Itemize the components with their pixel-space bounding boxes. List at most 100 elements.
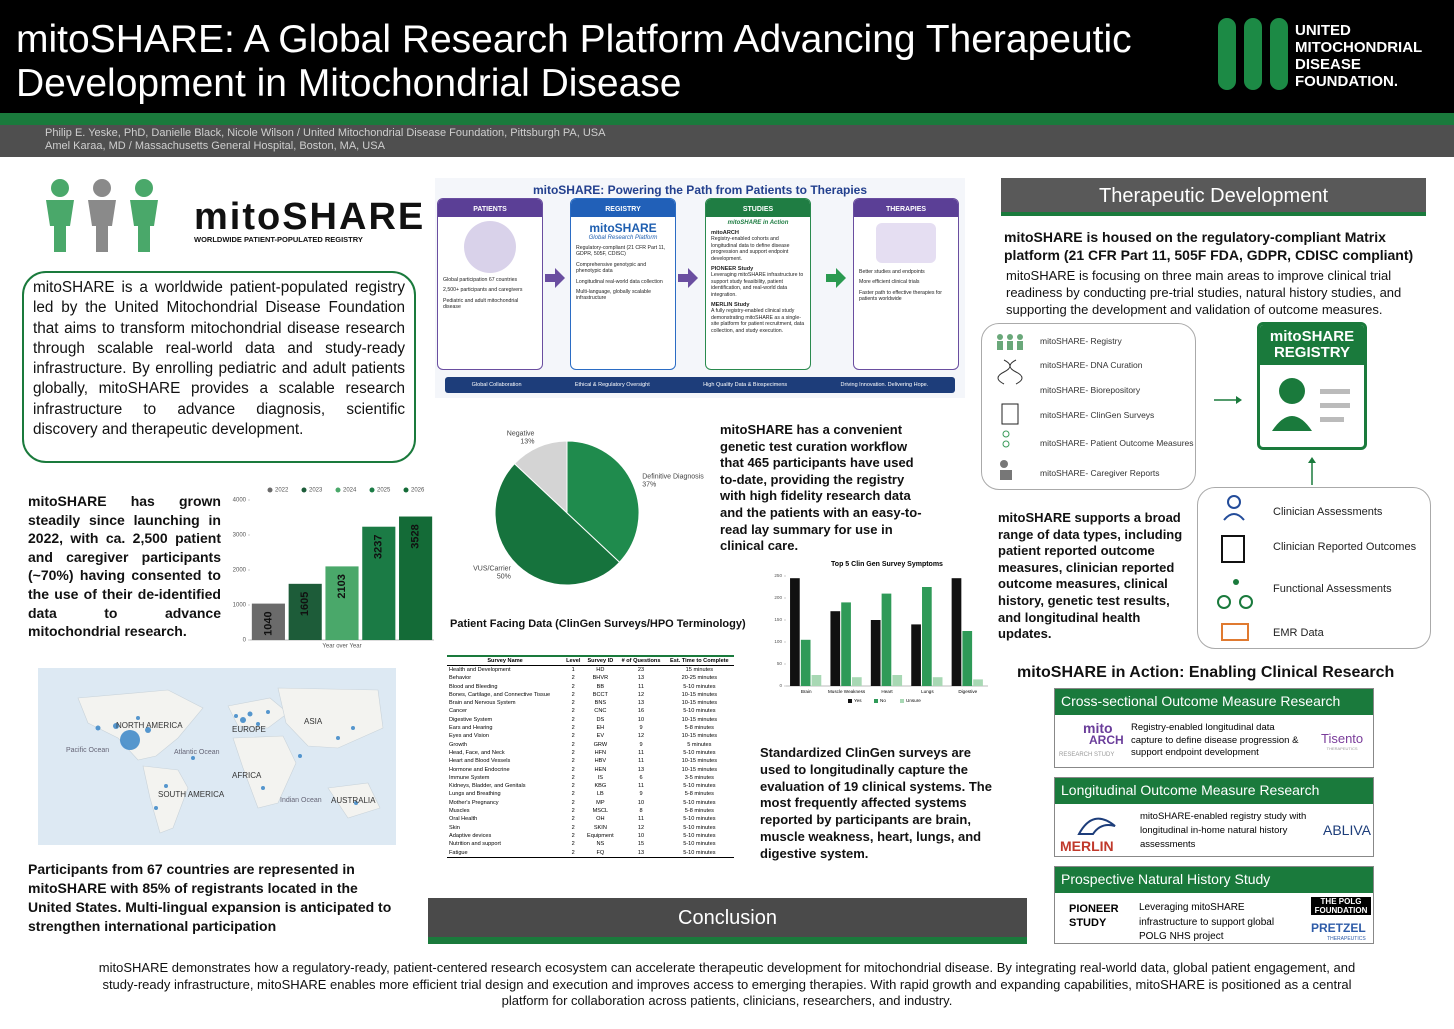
table-cell: 10-15 minutes	[681, 733, 718, 740]
column-item: 2,500+ participants and caregivers	[443, 287, 523, 294]
registry-brand: mitoSHARE	[589, 221, 657, 235]
infographic-title: mitoSHARE: Powering the Path from Patien…	[532, 183, 868, 197]
bar	[932, 677, 943, 686]
table-cell: 8	[639, 808, 643, 815]
bar	[362, 526, 396, 640]
header-band	[0, 0, 1454, 113]
table-row: Blood and Bleeding 2 BB 11 5-10 minutes	[447, 683, 734, 691]
table-row: Nutrition and support 2 NS 15 5-10 minutes	[447, 840, 734, 848]
card-text: mitoSHARE-enabled registry study with lo…	[1140, 811, 1307, 850]
table-cell: BCCT	[592, 691, 608, 698]
infographic-footer: Global Collaboration Ethical & Regulator…	[445, 377, 955, 393]
data-types-box: Clinician Assessments Clinician Reported…	[1197, 487, 1431, 649]
study-text: Leveraging mitoSHARE infrastructure to s…	[711, 272, 804, 298]
conclusion-heading: Conclusion	[428, 898, 1027, 944]
card-heading: Prospective Natural History Study	[1055, 867, 1373, 893]
legend-label: 2023	[309, 488, 323, 494]
survey-table: Survey Name Level Survey ID # of Questions E…	[447, 655, 734, 858]
table-cell: 10-15 minutes	[681, 700, 718, 707]
map-label: Atlantic Ocean	[174, 749, 220, 756]
x-tick-label: Muscle Weakness	[828, 689, 866, 694]
module-item: mitoSHARE- Biorepository	[1040, 385, 1141, 395]
map-label: SOUTH AMERICA	[158, 790, 225, 799]
logo-text: UNITED MITOCHONDRIAL DISEASE FOUNDATION.	[1295, 22, 1422, 90]
table-cell: 2	[571, 733, 575, 740]
legend-swatch	[848, 699, 852, 703]
table-cell: 2	[571, 832, 575, 839]
table-cell: 11	[638, 683, 644, 690]
author-band	[0, 125, 1454, 157]
infographic-column: REGISTRY mitoSHARE Global Research Platf…	[570, 198, 676, 370]
table-row: Heart and Blood Vessels 2 HBV 11 10-15 minut…	[447, 757, 734, 765]
footer-item: Driving Innovation. Delivering Hope.	[840, 382, 929, 388]
therapeutic-lead: mitoSHARE is housed on the regulatory-co…	[1004, 229, 1414, 263]
table-cell: Immune System	[449, 774, 490, 781]
authors: Philip E. Yeske, PhD, Danielle Black, Ni…	[45, 127, 605, 153]
card-logo: PIONEER STUDY	[1069, 902, 1119, 930]
table-cell: 2	[571, 808, 575, 815]
table-cell: 16	[637, 708, 645, 715]
study-name: mitoARCH	[711, 230, 739, 236]
module-item: mitoSHARE- Patient Outcome Measures	[1040, 438, 1194, 448]
pie-slice	[513, 440, 568, 515]
table-cell: 12	[637, 691, 645, 698]
column-item: Global participation 67 countries	[443, 277, 518, 283]
table-cell: 2	[571, 741, 575, 748]
map-label: EUROPE	[232, 725, 266, 734]
table-cell: 2	[571, 758, 575, 765]
table-cell: 2	[571, 849, 575, 856]
footer-item: Global Collaboration	[471, 382, 522, 388]
table-cell: Heart and Blood Vessels	[449, 758, 511, 765]
y-tick-label: 2000	[233, 568, 247, 574]
green-band	[0, 113, 1454, 125]
table-cell: 10-15 minutes	[681, 716, 718, 723]
data-type-icons	[1217, 495, 1253, 641]
bar	[830, 611, 841, 686]
legend-swatch	[900, 699, 904, 703]
bar	[962, 631, 973, 686]
modules-box: mitoSHARE- Registry mitoSHARE- DNA Curat…	[981, 323, 1196, 490]
table-cell: Adaptive devices	[449, 832, 492, 839]
registry-card-line: mitoSHARE	[1269, 328, 1355, 345]
legend-swatch	[301, 487, 307, 493]
table-row: Brain and Nervous System 2 BNS 13 10-15 minu…	[447, 699, 734, 707]
table-cell: 10	[637, 799, 645, 806]
table-cell: 15 minutes	[685, 667, 714, 673]
y-tick-label: 1000	[233, 603, 247, 609]
table-cell: 5-10 minutes	[683, 849, 716, 856]
world-map: NORTH AMERICA EUROPE ASIA AFRICA SOUTH A…	[38, 668, 396, 845]
table-cell: 11	[638, 816, 644, 823]
partner-part: Tisento	[1321, 731, 1364, 746]
table-cell: 10	[637, 832, 645, 839]
logo-line: UNITED	[1295, 22, 1351, 39]
section-heading: Therapeutic Development	[1001, 178, 1426, 216]
action-title: mitoSHARE in Action: Enabling Clinical R…	[1017, 664, 1395, 681]
table-cell: 2	[571, 683, 575, 690]
table-cell: 2	[571, 766, 575, 773]
logo-line: FOUNDATION.	[1295, 73, 1399, 90]
table-cell: 5 minutes	[687, 741, 712, 748]
column-heading: REGISTRY	[571, 199, 675, 217]
table-cell: SKIN	[593, 824, 607, 831]
table-cell: 2	[571, 799, 575, 806]
study: MERLIN Study A fully registry-enabled cli…	[711, 302, 805, 334]
table-cell: 11	[638, 749, 644, 756]
y-tick-label: 0	[243, 638, 247, 644]
bar	[790, 578, 800, 686]
card-text: Registry-enabled longitudinal data captu…	[1131, 722, 1299, 758]
chart-title: Top 5 Clin Gen Survey Symptoms	[831, 561, 943, 568]
module-item: mitoSHARE- DNA Curation	[1040, 360, 1143, 370]
table-row: Hormone and Endocrine 2 HEN 13 10-15 minutes	[447, 766, 734, 774]
bar	[870, 620, 881, 686]
data-label: 3237	[373, 534, 385, 558]
action-card: Cross-sectional Outcome Measure Research…	[1054, 688, 1374, 768]
x-tick-label: Digestive	[958, 689, 977, 694]
intro-text: mitoSHARE is a worldwide patient-populat…	[22, 271, 416, 463]
table-cell: 23	[637, 667, 645, 673]
conclusion-text: mitoSHARE demonstrates how a regulatory-…	[98, 960, 1356, 1008]
table-cell: 5-8 minutes	[684, 808, 714, 815]
globe-icon	[464, 221, 516, 273]
column-item: More efficient clinical trials	[859, 279, 920, 286]
table-cell: Lungs and Breathing	[449, 791, 501, 798]
table-cell: 5-10 minutes	[683, 841, 716, 848]
